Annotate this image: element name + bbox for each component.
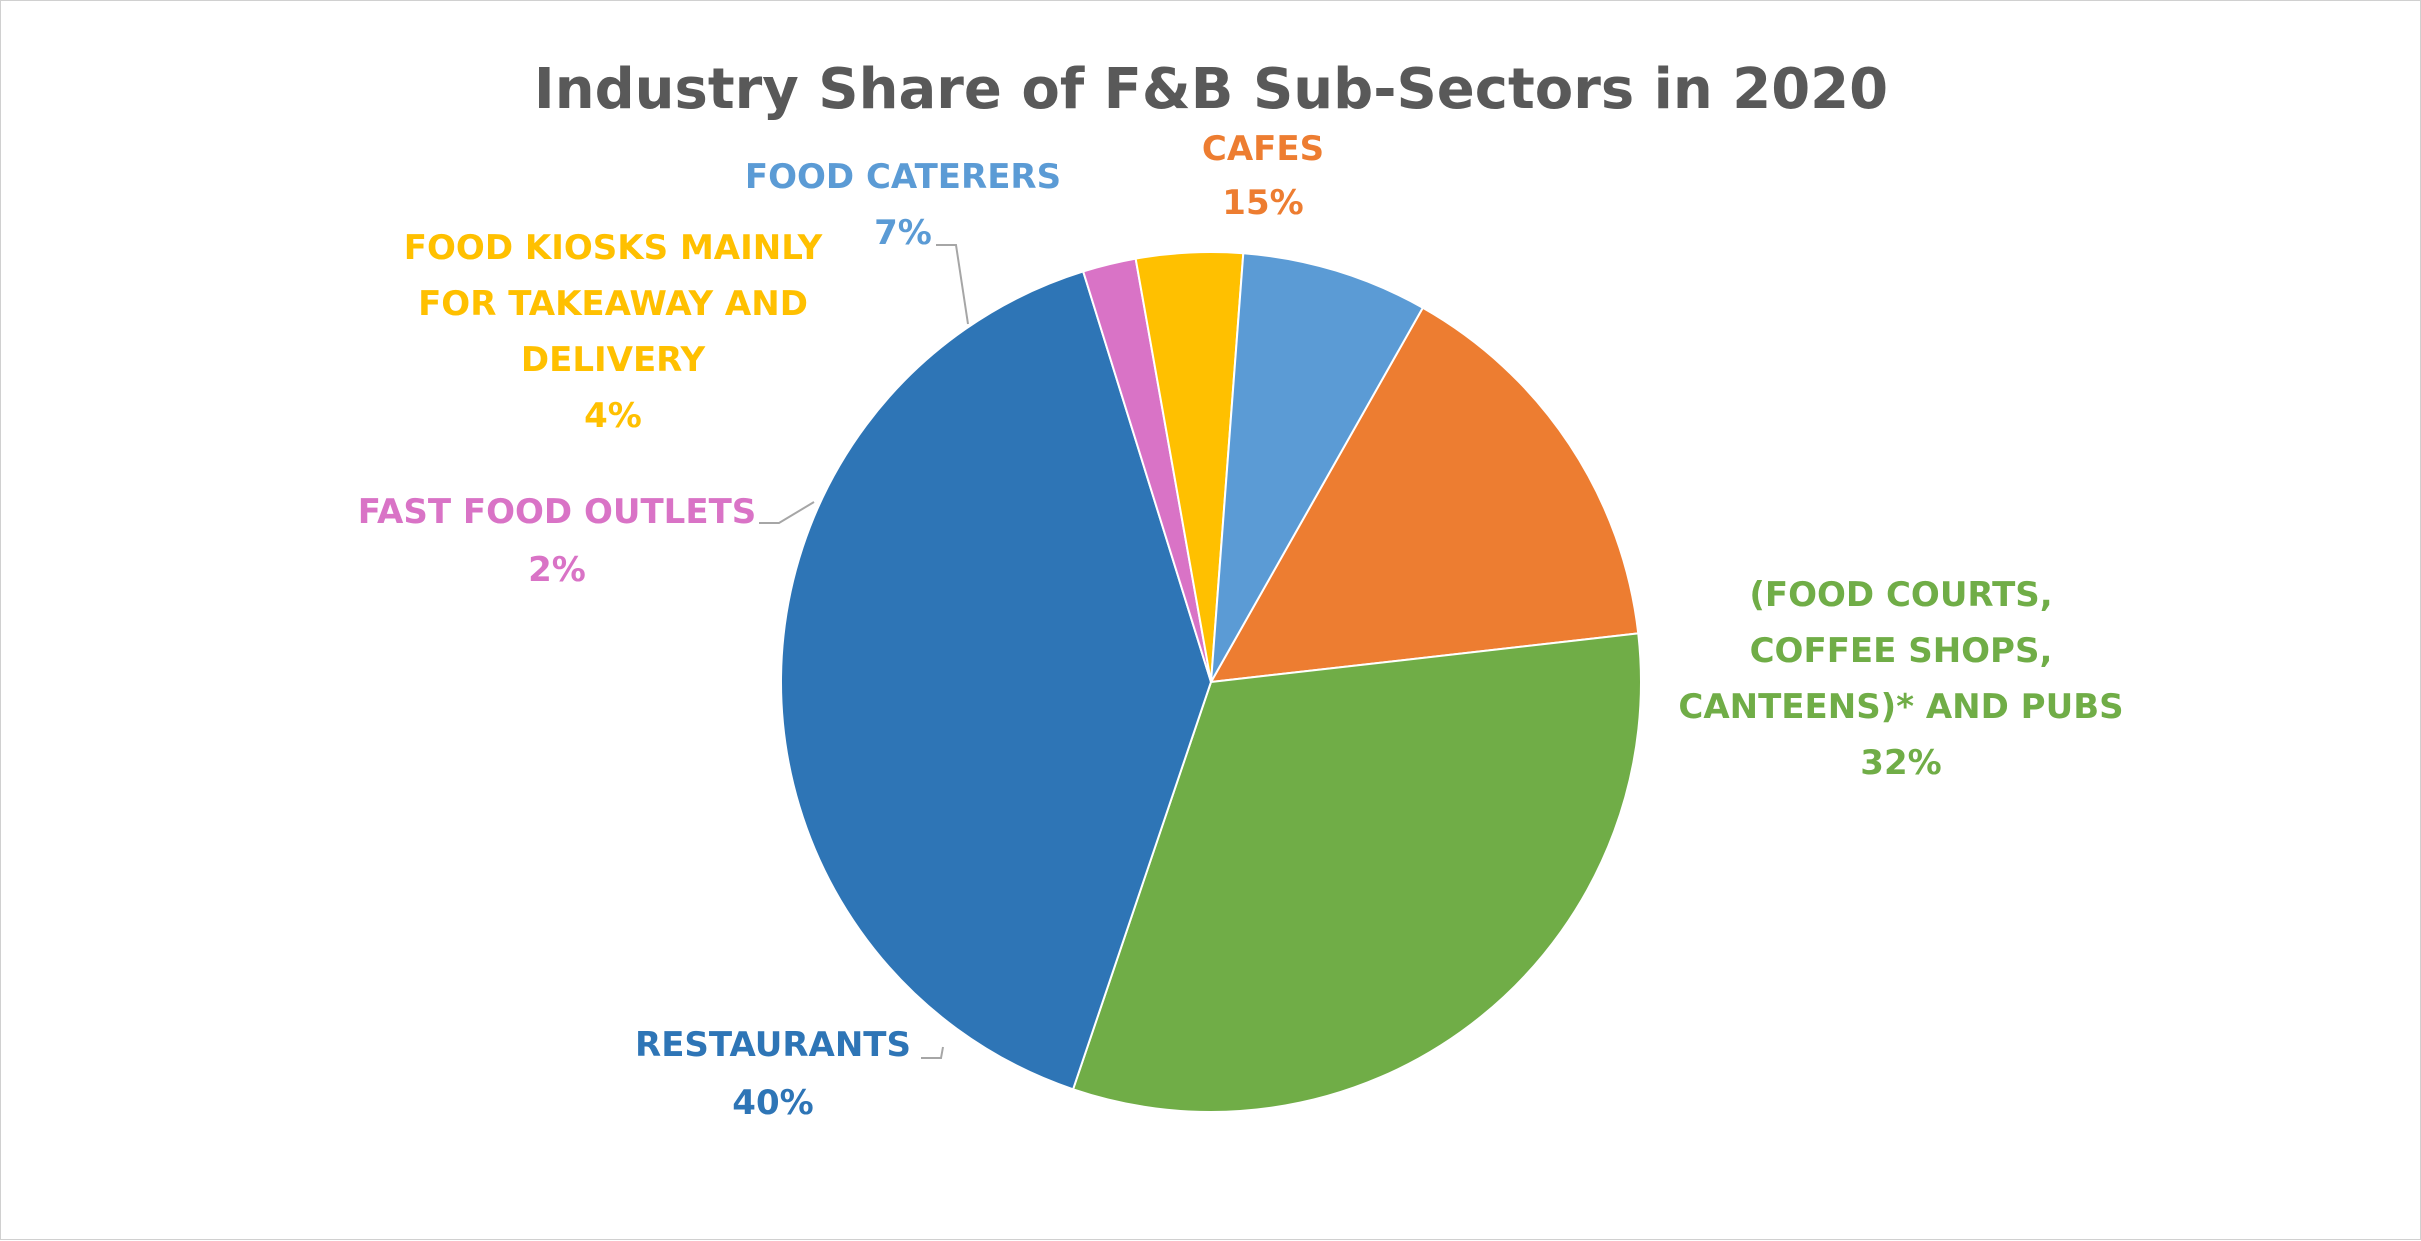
slice-label-food-kiosks-mainly-for-takeaway-and-delivery-line-1: FOOD KIOSKS MAINLY — [404, 228, 823, 268]
slice-label-fast-food-outlets: FAST FOOD OUTLETS — [358, 492, 757, 532]
pie-slices — [780, 251, 1642, 1113]
pie-slice-food-courts-coffee-shops-canteens-and-pubs — [1071, 632, 1642, 1113]
slice-label-food-kiosks-mainly-for-takeaway-and-delivery-line-3: DELIVERY — [521, 340, 706, 380]
pie-slice-food-caterers — [1210, 252, 1425, 683]
slice-label-cafes: CAFES — [1202, 129, 1324, 169]
leader-lines — [759, 244, 969, 1059]
slice-label-restaurants: RESTAURANTS — [635, 1025, 911, 1065]
data-labels: CAFES 15% (FOOD COURTS, COFFEE SHOPS, CANTEE… — [358, 129, 2124, 1123]
slice-label-food-courts-coffee-shops-canteens-and-pubs-line-1: (FOOD COURTS, — [1749, 575, 2052, 615]
slice-value-fast-food-outlets: 2% — [528, 550, 586, 590]
slice-value-restaurants: 40% — [732, 1083, 813, 1123]
slice-value-food-caterers: 7% — [874, 213, 932, 253]
slice-label-food-courts-coffee-shops-canteens-and-pubs-line-3: CANTEENS)* AND PUBS — [1678, 687, 2123, 727]
slice-label-food-kiosks-mainly-for-takeaway-and-delivery-line-2: FOR TAKEAWAY AND — [418, 284, 808, 324]
slice-value-food-kiosks-mainly-for-takeaway-and-delivery: 4% — [584, 396, 642, 436]
chart-title: Industry Share of F&B Sub-Sectors in 202… — [534, 57, 1888, 122]
leader-line-restaurants — [921, 1046, 944, 1059]
leader-line-food-caterers — [936, 244, 969, 325]
pie-slice-restaurants — [780, 270, 1213, 1091]
slice-value-cafes: 15% — [1222, 183, 1303, 223]
slice-label-food-caterers: FOOD CATERERS — [745, 157, 1061, 197]
leader-line-fast-food-outlets — [759, 501, 815, 524]
pie-slice-cafes — [1209, 306, 1640, 684]
slice-label-food-courts-coffee-shops-canteens-and-pubs-line-2: COFFEE SHOPS, — [1750, 631, 2053, 671]
slice-value-food-courts-coffee-shops-canteens-and-pubs: 32% — [1860, 743, 1941, 783]
